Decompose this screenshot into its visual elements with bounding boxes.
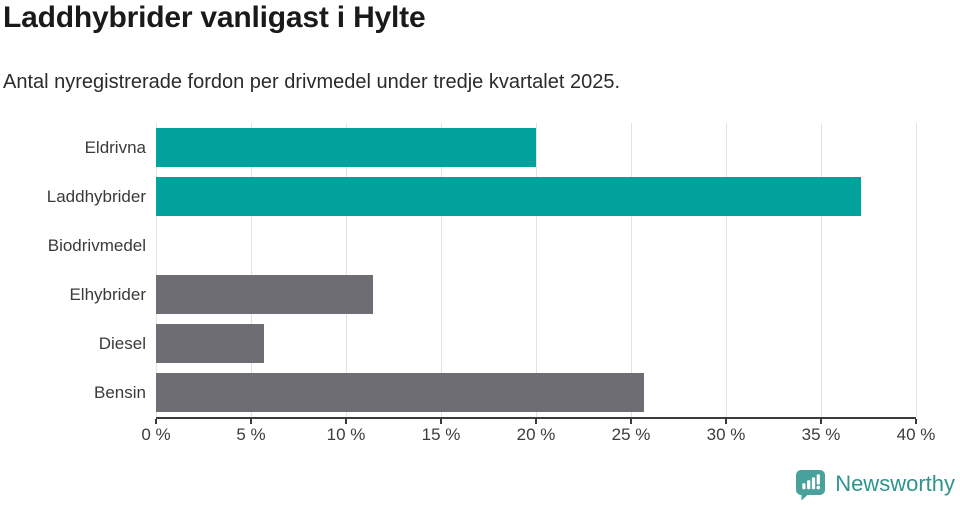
- x-tick-label: 30 %: [706, 425, 746, 444]
- bar-elhybrider: [156, 275, 373, 314]
- category-label-laddhybrider: Laddhybrider: [46, 186, 146, 206]
- bar-row: [156, 221, 916, 270]
- bar-row: [156, 270, 916, 319]
- gridline: [156, 123, 157, 417]
- x-tick: [345, 419, 347, 424]
- chart-title: Laddhybrider vanligast i Hylte: [3, 1, 426, 34]
- x-tick-label: 15 %: [421, 425, 461, 444]
- x-tick: [820, 419, 822, 424]
- x-tick: [915, 419, 917, 424]
- bar-bensin: [156, 373, 645, 412]
- x-tick-label: 0 %: [141, 425, 171, 444]
- x-tick: [630, 419, 632, 424]
- bar-diesel: [156, 324, 265, 363]
- x-tick-label: 40 %: [896, 425, 936, 444]
- x-tick: [250, 419, 252, 424]
- y-axis-labels: Eldrivna Laddhybrider Biodrivmedel Elhyb…: [0, 123, 146, 417]
- gridline: [631, 123, 632, 417]
- x-tick-label: 20 %: [516, 425, 556, 444]
- bar-row: [156, 123, 916, 172]
- x-tick: [725, 419, 727, 424]
- gridline: [916, 123, 917, 417]
- bar-laddhybrider: [156, 177, 861, 216]
- gridline: [821, 123, 822, 417]
- gridline: [536, 123, 537, 417]
- x-tick-label: 5 %: [236, 425, 266, 444]
- category-label-biodrivmedel: Biodrivmedel: [47, 235, 146, 255]
- x-tick: [155, 419, 157, 424]
- category-label-diesel: Diesel: [98, 333, 146, 353]
- category-label-eldrivna: Eldrivna: [84, 137, 146, 157]
- x-tick: [440, 419, 442, 424]
- gridline: [251, 123, 252, 417]
- gridline: [726, 123, 727, 417]
- x-axis-labels: 0 % 5 % 10 % 15 % 20 % 25 % 30 % 35 % 40 %: [141, 425, 935, 447]
- category-label-elhybrider: Elhybrider: [69, 284, 146, 304]
- x-tick-label: 25 %: [611, 425, 651, 444]
- chart-subtitle: Antal nyregistrerade fordon per drivmede…: [3, 71, 621, 93]
- bar-rows: [156, 123, 916, 417]
- gridline: [346, 123, 347, 417]
- bar-row: [156, 319, 916, 368]
- bar-row: [156, 368, 916, 417]
- gridline: [441, 123, 442, 417]
- x-tick-label: 35 %: [801, 425, 841, 444]
- newsworthy-bubble-icon: [796, 469, 826, 500]
- newsworthy-wordmark: Newsworthy: [835, 471, 955, 496]
- x-tick: [535, 419, 537, 424]
- newsworthy-logo: Newsworthy: [794, 467, 955, 501]
- x-axis: [155, 419, 917, 425]
- plot-area: [156, 123, 917, 419]
- bar-row: [156, 172, 916, 221]
- gridlines: [156, 123, 917, 417]
- x-tick-label: 10 %: [326, 425, 366, 444]
- category-label-bensin: Bensin: [94, 382, 146, 402]
- bar-eldrivna: [156, 128, 536, 167]
